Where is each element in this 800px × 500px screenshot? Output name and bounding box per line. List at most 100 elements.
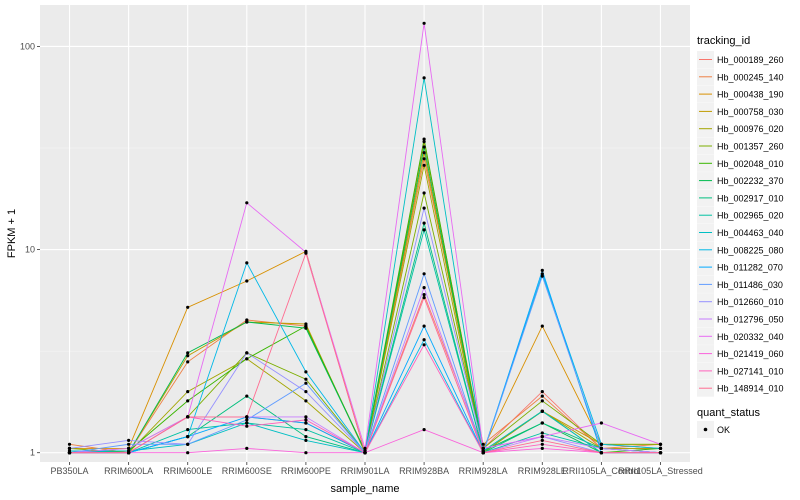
data-point xyxy=(245,424,249,428)
data-point xyxy=(422,221,426,225)
legend-item: Hb_027141_010 xyxy=(697,362,784,380)
data-point xyxy=(540,324,544,328)
data-point xyxy=(540,431,544,435)
legend-item: Hb_011486_030 xyxy=(697,275,783,293)
data-point xyxy=(422,191,426,195)
data-point xyxy=(422,272,426,276)
legend-label: Hb_002965_020 xyxy=(717,211,784,221)
legend-item: Hb_000976_020 xyxy=(697,120,784,138)
data-point xyxy=(304,438,308,442)
shape-legend: quant_status OK xyxy=(697,407,760,438)
data-point xyxy=(304,251,308,255)
data-point xyxy=(363,451,367,455)
x-tick-label: RRIM901LA xyxy=(340,466,389,476)
data-point xyxy=(422,137,426,141)
legend-item: Hb_001357_260 xyxy=(697,137,784,155)
y-tick-label: 10 xyxy=(25,245,35,255)
data-point xyxy=(186,428,190,432)
data-point xyxy=(127,442,131,446)
shape-legend-items: OK xyxy=(697,421,730,438)
data-point xyxy=(304,418,308,422)
legend-item: Hb_011282_070 xyxy=(697,258,783,276)
legend-item: Hb_021419_060 xyxy=(697,345,784,363)
legend-label: Hb_011282_070 xyxy=(717,263,783,273)
x-tick-label: RRII105LA_Control xyxy=(562,466,640,476)
x-tick-label: RRIM600LE xyxy=(163,466,212,476)
legend-item: Hb_002232_370 xyxy=(697,172,784,190)
legend: tracking_id Hb_000189_260Hb_000245_140Hb… xyxy=(697,35,784,397)
legend-item: Hb_008225_080 xyxy=(697,241,784,259)
data-point xyxy=(186,360,190,364)
data-point xyxy=(540,438,544,442)
legend-label: Hb_000189_260 xyxy=(717,55,784,65)
data-point xyxy=(186,399,190,403)
y-axis: 1 10 100 xyxy=(20,41,40,458)
data-point xyxy=(599,442,604,446)
x-tick-label: RRIM928BA xyxy=(399,466,449,476)
data-point xyxy=(422,228,426,232)
data-point xyxy=(658,442,663,446)
legend-item: Hb_000189_260 xyxy=(697,51,784,68)
data-point xyxy=(540,446,544,450)
data-point xyxy=(540,442,544,446)
shape-legend-key-point xyxy=(703,427,708,432)
data-point xyxy=(540,394,544,398)
legend-label: Hb_027141_010 xyxy=(717,366,784,376)
data-point xyxy=(245,394,249,398)
data-point xyxy=(304,390,308,394)
data-point xyxy=(422,293,426,297)
data-point xyxy=(186,435,190,439)
data-point xyxy=(245,351,249,355)
legend-item: Hb_020332_040 xyxy=(697,327,784,345)
data-point xyxy=(127,438,131,442)
legend-item: Hb_004463_040 xyxy=(697,224,784,241)
data-point xyxy=(304,381,308,385)
legend-label: Hb_020332_040 xyxy=(717,332,784,342)
data-point xyxy=(186,442,190,446)
data-point xyxy=(599,421,604,425)
data-point xyxy=(540,272,544,276)
data-point xyxy=(127,451,131,455)
data-point xyxy=(245,201,249,205)
x-axis: PB350LA RRIM600LA RRIM600LE RRIM600SE RRIM60… xyxy=(51,462,703,476)
data-point xyxy=(304,326,308,330)
legend-label: Hb_000245_140 xyxy=(717,72,784,82)
data-point xyxy=(245,279,249,283)
data-point xyxy=(245,415,249,419)
legend-label: Hb_011486_030 xyxy=(717,280,783,290)
legend-label: Hb_008225_080 xyxy=(717,245,784,255)
data-points xyxy=(67,21,663,455)
data-point xyxy=(422,343,426,347)
data-point xyxy=(245,446,249,450)
data-point xyxy=(127,446,131,450)
x-tick-label: RRIM928LE xyxy=(518,466,567,476)
data-point xyxy=(304,377,308,381)
data-point xyxy=(540,435,544,439)
data-point xyxy=(67,446,72,450)
x-tick-label: RRIM600SE xyxy=(222,466,272,476)
data-point xyxy=(304,399,308,403)
legend-item: Hb_012796_050 xyxy=(697,310,784,328)
data-point xyxy=(422,157,426,161)
y-tick-label: 100 xyxy=(20,41,35,51)
legend-item: Hb_148914_010 xyxy=(697,379,784,397)
data-point xyxy=(245,418,249,422)
x-tick-label: RRIM600LA xyxy=(104,466,153,476)
data-point xyxy=(186,305,190,309)
data-point xyxy=(422,206,426,210)
legend-label: Hb_004463_040 xyxy=(717,228,784,238)
data-point xyxy=(422,21,426,25)
data-point xyxy=(245,357,249,361)
data-point xyxy=(304,435,308,439)
legend-label: Hb_012660_010 xyxy=(717,297,784,307)
legend-item: Hb_002917_010 xyxy=(697,189,784,207)
data-point xyxy=(422,428,426,432)
legend-item: Hb_000438_190 xyxy=(697,85,784,103)
data-point xyxy=(422,286,426,290)
x-tick-label: RRII105LA_Stressed xyxy=(618,466,703,476)
data-point xyxy=(422,338,426,342)
data-point xyxy=(67,451,72,455)
data-point xyxy=(186,390,190,394)
data-point xyxy=(481,446,485,450)
legend-label: Hb_000438_190 xyxy=(717,90,784,100)
